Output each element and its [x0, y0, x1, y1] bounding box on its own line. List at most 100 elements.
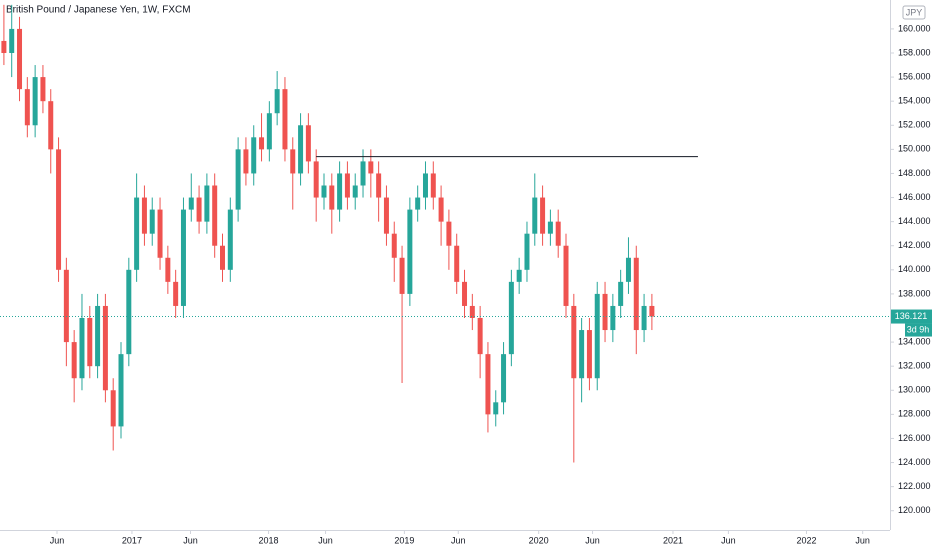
candle-body: [259, 137, 265, 150]
y-tick-label: 130.000: [898, 385, 931, 395]
candle-body: [24, 89, 30, 126]
candle-body: [462, 281, 468, 306]
candle-body: [173, 281, 179, 306]
candle-body: [243, 149, 249, 174]
x-tick-label: 2020: [529, 535, 549, 545]
candle-body: [337, 173, 343, 210]
y-tick-label: 160.000: [898, 23, 931, 33]
candle-body: [360, 161, 366, 186]
y-tick-label: 122.000: [898, 481, 931, 491]
candle-body: [220, 245, 225, 270]
candle-body: [165, 257, 171, 282]
candle-body: [415, 197, 421, 210]
candle-body: [188, 197, 194, 210]
candle-body: [501, 354, 507, 403]
y-tick-label: 148.000: [898, 168, 931, 178]
last-price-label: 136.121: [895, 311, 928, 321]
candle-body: [227, 209, 233, 270]
y-tick-label: 128.000: [898, 409, 931, 419]
candle-body: [618, 281, 624, 306]
candle-body: [524, 233, 530, 270]
currency-badge: [902, 5, 926, 20]
candle-body: [649, 305, 655, 317]
candle-body: [298, 125, 304, 174]
candle-body: [454, 245, 460, 282]
candle-body: [274, 89, 280, 114]
candle-body: [555, 221, 561, 246]
x-tick-label: Jun: [585, 535, 600, 545]
x-tick-label: 2022: [796, 535, 816, 545]
countdown-box: [905, 323, 932, 337]
candle-body: [141, 197, 147, 234]
candle-body: [282, 89, 288, 150]
candle-body: [290, 149, 296, 174]
y-tick-label: 150.000: [898, 144, 931, 154]
candle-body: [235, 149, 241, 210]
candle-body: [157, 209, 163, 258]
candle-body: [625, 257, 631, 282]
candle-body: [95, 305, 101, 367]
candle-body: [438, 197, 444, 222]
x-tick-label: Jun: [50, 535, 65, 545]
y-tick-label: 158.000: [898, 47, 931, 57]
x-tick-label: 2018: [259, 535, 279, 545]
candle-body: [586, 330, 592, 379]
candle-body: [71, 342, 77, 379]
candle-body: [40, 77, 46, 102]
candle-body: [368, 161, 374, 174]
candle-body: [9, 28, 15, 53]
candle-body: [212, 185, 218, 246]
candle-body: [563, 245, 569, 306]
candle-body: [48, 101, 54, 150]
candle-body: [430, 173, 436, 198]
candle-body: [87, 318, 93, 367]
x-tick-label: Jun: [451, 535, 466, 545]
y-tick-label: 134.000: [898, 336, 931, 346]
x-tick-label: Jun: [721, 535, 736, 545]
candle-body: [56, 149, 62, 270]
candle-body: [485, 354, 491, 415]
y-tick-label: 138.000: [898, 288, 931, 298]
candle-body: [79, 318, 85, 379]
candle-body: [251, 137, 257, 174]
candle-body: [407, 209, 413, 294]
candle-body: [391, 233, 397, 258]
candle-body: [477, 318, 483, 355]
candle-body: [126, 269, 132, 355]
candle-body: [579, 330, 585, 379]
candle-body: [134, 197, 140, 270]
y-tick-label: 154.000: [898, 96, 931, 106]
candle-body: [313, 161, 319, 198]
candle-body: [321, 185, 327, 198]
y-tick-label: 126.000: [898, 433, 931, 443]
y-tick-label: 156.000: [898, 71, 931, 81]
candle-body: [446, 221, 452, 246]
y-tick-label: 140.000: [898, 264, 931, 274]
candle-body: [399, 257, 405, 294]
candle-body: [32, 77, 38, 126]
y-tick-label: 152.000: [898, 120, 931, 130]
candle-body: [352, 185, 358, 198]
candle-body: [329, 185, 335, 210]
candle-body: [571, 305, 577, 379]
candle-body: [17, 28, 23, 90]
y-tick-label: 144.000: [898, 216, 931, 226]
last-price-box: [891, 309, 932, 324]
candle-body: [594, 293, 600, 379]
candle-body: [149, 209, 155, 234]
candle-body: [602, 293, 608, 331]
candle-body: [547, 221, 553, 234]
candle-body: [305, 125, 311, 162]
x-tick-label: Jun: [183, 535, 198, 545]
candle-body: [376, 173, 382, 198]
chart-title: British Pound / Japanese Yen, 1W, FXCM: [6, 5, 191, 16]
candle-body: [469, 305, 475, 318]
candle-body: [344, 173, 350, 198]
candle-body: [516, 269, 522, 282]
candle-body: [422, 173, 428, 198]
candle-body: [266, 113, 272, 150]
candle-body: [1, 40, 7, 53]
candle-body: [180, 209, 186, 306]
